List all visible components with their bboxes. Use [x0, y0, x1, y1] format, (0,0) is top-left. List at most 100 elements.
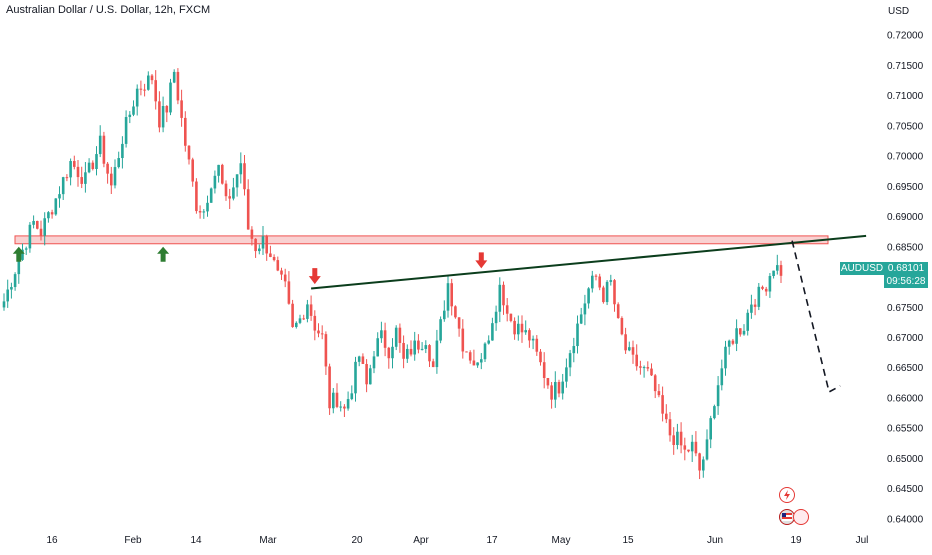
- candle-body: [235, 174, 239, 188]
- candle: [84, 161, 87, 193]
- candle: [47, 211, 50, 223]
- candle-body: [165, 106, 169, 113]
- candle-body: [172, 71, 176, 83]
- candle: [80, 166, 83, 189]
- candle: [750, 294, 753, 319]
- candle-body: [665, 413, 668, 420]
- candle-body: [402, 342, 405, 359]
- candle-body: [87, 162, 91, 173]
- candle: [110, 166, 113, 194]
- candle: [450, 278, 453, 316]
- candle-body: [302, 318, 305, 320]
- candle-body: [616, 304, 620, 319]
- candle: [465, 351, 468, 353]
- x-tick-label: Jul: [856, 535, 869, 546]
- chart-title: Australian Dollar / U.S. Dollar, 12h, FX…: [6, 4, 211, 16]
- candle-body: [221, 164, 224, 184]
- candle-body: [457, 317, 461, 329]
- candle: [505, 298, 509, 322]
- candle-body: [727, 340, 731, 347]
- candle: [428, 344, 431, 367]
- candle: [147, 71, 150, 91]
- candle: [646, 361, 650, 372]
- candle: [639, 360, 642, 375]
- x-tick-label: 15: [622, 535, 634, 546]
- candle-body: [357, 356, 361, 362]
- candle: [172, 69, 176, 84]
- candle-body: [702, 459, 705, 471]
- candle-body: [98, 135, 102, 155]
- candle: [753, 298, 757, 316]
- candle: [73, 155, 76, 170]
- candle-body: [713, 406, 716, 419]
- candle: [143, 83, 146, 97]
- candle: [776, 254, 779, 275]
- candle: [398, 323, 402, 353]
- candle-body: [209, 188, 213, 203]
- candle-body: [280, 270, 283, 275]
- candle: [513, 317, 516, 340]
- candle-body: [154, 80, 157, 102]
- candle: [124, 110, 128, 148]
- candle-body: [232, 187, 235, 199]
- candle-body: [206, 202, 209, 212]
- candle: [161, 96, 165, 133]
- candle-body: [583, 303, 587, 315]
- candle: [642, 365, 646, 378]
- candle-body: [309, 304, 313, 316]
- candle: [653, 373, 657, 399]
- candle-body: [47, 212, 50, 219]
- candle-body: [705, 439, 709, 460]
- candle-body: [139, 88, 143, 90]
- candle: [472, 349, 476, 366]
- candle-body: [443, 310, 446, 320]
- candle-body: [620, 318, 624, 335]
- candle-body: [376, 338, 379, 357]
- candle: [468, 350, 472, 364]
- candle-body: [128, 114, 132, 118]
- candle-body: [169, 82, 172, 113]
- candle-body: [542, 362, 546, 378]
- candle-body: [672, 435, 675, 445]
- candle: [357, 355, 361, 367]
- candle: [320, 325, 324, 340]
- candle: [554, 371, 557, 408]
- candle: [335, 383, 339, 409]
- candle: [6, 279, 9, 308]
- y-tick-label: 0.69500: [887, 182, 924, 193]
- candle: [24, 246, 28, 255]
- candle: [587, 287, 590, 309]
- candle-body: [102, 135, 106, 164]
- candle: [520, 315, 524, 343]
- candle-body: [346, 399, 350, 409]
- candle: [594, 274, 598, 281]
- candle-body: [320, 333, 324, 335]
- candle-body: [505, 305, 509, 314]
- candle-body: [517, 323, 520, 335]
- candle: [139, 80, 143, 96]
- candle-body: [287, 281, 291, 304]
- candle: [690, 434, 694, 462]
- candle: [435, 329, 439, 374]
- candle-body: [650, 368, 653, 376]
- y-tick-label: 0.71500: [887, 61, 924, 72]
- candle-body: [531, 338, 535, 341]
- candle-body: [198, 211, 202, 213]
- candle-body: [657, 391, 661, 396]
- lightning-icon[interactable]: [779, 487, 795, 503]
- candle-body: [158, 101, 161, 128]
- candle-body: [217, 164, 220, 176]
- x-tick-label: 14: [190, 535, 202, 546]
- flag-icon[interactable]: [793, 509, 809, 525]
- candle-body: [709, 418, 712, 440]
- candle: [217, 164, 220, 183]
- candle-body: [446, 283, 450, 311]
- x-tick-label: Feb: [124, 535, 142, 546]
- x-tick-label: 16: [46, 535, 58, 546]
- candle: [579, 307, 583, 325]
- candle-body: [591, 275, 594, 289]
- candle-body: [435, 340, 439, 368]
- candle: [184, 111, 187, 152]
- candle: [443, 300, 446, 322]
